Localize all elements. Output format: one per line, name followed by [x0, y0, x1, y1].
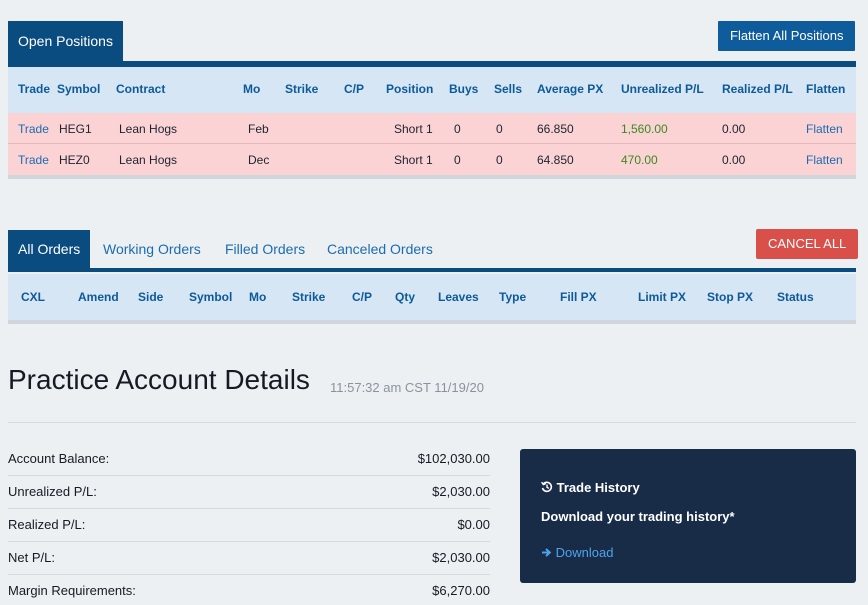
cell-unrealized-pl: 470.00 [621, 153, 658, 167]
row-divider [8, 508, 490, 509]
row-divider [8, 143, 856, 144]
tab-canceled-orders[interactable]: Canceled Orders [327, 241, 433, 257]
section-divider [8, 422, 856, 423]
col-position: Position [386, 82, 434, 96]
cell-position: Short 1 [394, 122, 433, 136]
trade-history-title: Trade History [541, 480, 640, 495]
col-strike: Strike [285, 82, 319, 96]
account-timestamp: 11:57:32 am CST 11/19/20 [330, 380, 484, 395]
unrealized-pl-label: Unrealized P/L: [8, 484, 97, 499]
col-cp: C/P [344, 82, 365, 96]
trade-history-panel: Trade History Download your trading hist… [520, 449, 856, 583]
flatten-link[interactable]: Flatten [806, 153, 843, 167]
arrow-right-icon [542, 548, 552, 557]
realized-pl-label: Realized P/L: [8, 517, 86, 532]
col-flatten: Flatten [806, 82, 846, 96]
col-leaves: Leaves [438, 290, 479, 304]
tab-open-positions[interactable]: Open Positions [8, 21, 123, 67]
page-title: Practice Account Details [8, 364, 310, 395]
flatten-link[interactable]: Flatten [806, 122, 843, 136]
cell-realized-pl: 0.00 [722, 122, 746, 136]
row-divider [8, 475, 490, 476]
col-strike: Strike [292, 290, 326, 304]
row-divider [8, 574, 490, 575]
table-row: Trade HEZ0 Lean Hogs Dec Short 1 0 0 64.… [8, 144, 856, 175]
account-balance-value: $102,030.00 [417, 451, 490, 466]
col-buys: Buys [449, 82, 479, 96]
orders-footer-strip [8, 320, 856, 324]
cell-symbol: HEZ0 [59, 153, 90, 167]
col-trade: Trade [18, 82, 51, 96]
col-realized-pl: Realized P/L [722, 82, 793, 96]
tab-working-orders[interactable]: Working Orders [103, 241, 201, 257]
col-contract: Contract [116, 82, 166, 96]
net-pl-value: $2,030.00 [432, 550, 490, 565]
col-unrealized-pl: Unrealized P/L [621, 82, 704, 96]
cell-buys: 0 [454, 122, 461, 136]
table-footer-strip [8, 175, 856, 179]
col-fill-px: Fill PX [560, 290, 597, 304]
trade-history-title-text: Trade History [556, 480, 640, 495]
cell-sells: 0 [496, 122, 503, 136]
row-divider [8, 541, 490, 542]
col-symbol: Symbol [57, 82, 101, 96]
cell-mo: Feb [248, 122, 269, 136]
cell-realized-pl: 0.00 [722, 153, 746, 167]
cell-sells: 0 [496, 153, 503, 167]
tab-filled-orders[interactable]: Filled Orders [225, 241, 306, 257]
col-cxl: CXL [21, 290, 45, 304]
download-label[interactable]: Download [555, 545, 614, 560]
col-mo: Mo [249, 290, 267, 304]
tab-all-orders[interactable]: All Orders [8, 230, 91, 270]
trade-history-description: Download your trading history* [541, 509, 735, 524]
cell-position: Short 1 [394, 153, 433, 167]
cell-average-px: 64.850 [537, 153, 574, 167]
col-status: Status [777, 290, 814, 304]
col-stop-px: Stop PX [707, 290, 754, 304]
col-qty: Qty [395, 290, 416, 304]
col-limit-px: Limit PX [638, 290, 687, 304]
cell-contract: Lean Hogs [119, 122, 178, 136]
cell-average-px: 66.850 [537, 122, 574, 136]
realized-pl-value: $0.00 [457, 517, 490, 532]
col-amend: Amend [78, 290, 119, 304]
col-side: Side [138, 290, 164, 304]
trade-link[interactable]: Trade [18, 122, 49, 136]
cell-mo: Dec [248, 153, 270, 167]
unrealized-pl-value: $2,030.00 [432, 484, 490, 499]
account-balance-label: Account Balance: [8, 451, 110, 466]
col-mo: Mo [243, 82, 261, 96]
download-link[interactable]: Download [541, 545, 613, 560]
trade-link[interactable]: Trade [18, 153, 49, 167]
cell-buys: 0 [454, 153, 461, 167]
orders-table-header: CXL Amend Side Symbol Mo Strike C/P Qty … [8, 274, 856, 320]
col-symbol: Symbol [189, 290, 233, 304]
col-type: Type [499, 290, 527, 304]
cancel-all-button[interactable]: CANCEL ALL [756, 229, 859, 259]
net-pl-label: Net P/L: [8, 550, 55, 565]
flatten-all-positions-button[interactable]: Flatten All Positions [718, 21, 856, 51]
cell-contract: Lean Hogs [119, 153, 178, 167]
positions-tab-bar [8, 61, 856, 67]
positions-table-header: Trade Symbol Contract Mo Strike C/P Posi… [8, 67, 856, 113]
col-cp: C/P [352, 290, 373, 304]
cell-symbol: HEG1 [59, 122, 92, 136]
cell-unrealized-pl: 1,560.00 [621, 122, 668, 136]
margin-requirements-label: Margin Requirements: [8, 583, 136, 598]
orders-tab-bar [8, 268, 856, 272]
table-row: Trade HEG1 Lean Hogs Feb Short 1 0 0 66.… [8, 113, 856, 144]
margin-requirements-value: $6,270.00 [432, 583, 490, 598]
col-sells: Sells [494, 82, 523, 96]
col-average-px: Average PX [537, 82, 604, 96]
history-icon [541, 481, 553, 493]
